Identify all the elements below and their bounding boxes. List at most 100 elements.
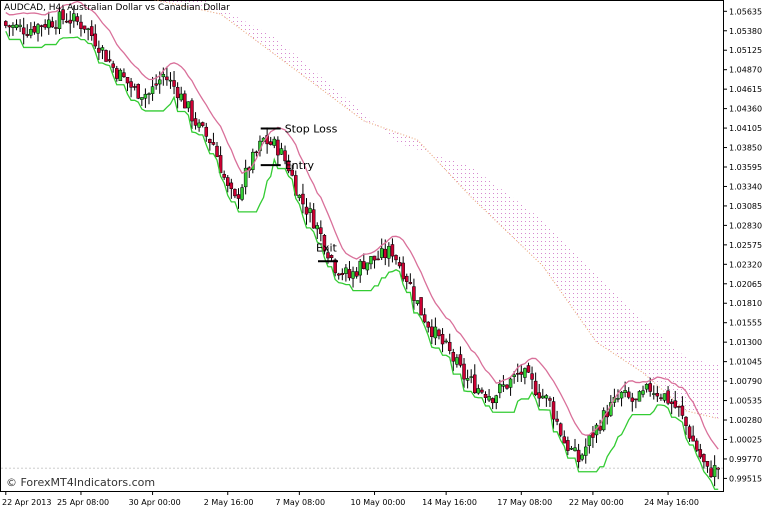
candle-body bbox=[86, 28, 90, 31]
candle bbox=[483, 391, 488, 403]
candle-body bbox=[369, 256, 373, 265]
candle-body bbox=[326, 252, 330, 259]
y-tick-label: 1.02575 bbox=[729, 241, 762, 250]
candle-body bbox=[376, 258, 380, 261]
candle-body bbox=[290, 169, 294, 176]
candle bbox=[712, 455, 717, 487]
candle-body bbox=[276, 139, 280, 156]
candle bbox=[290, 164, 294, 177]
candle-body bbox=[705, 461, 710, 467]
watermark: © ForexMT4Indicators.com bbox=[6, 476, 155, 489]
candle-body bbox=[666, 390, 670, 404]
candle-body bbox=[175, 86, 180, 99]
candle-body bbox=[18, 24, 22, 28]
y-axis: 1.05635 1.05380 1.05125 1.04870 1.04615 1.043… bbox=[1, 7, 762, 483]
candle-body bbox=[465, 378, 470, 381]
candle-body bbox=[304, 206, 309, 215]
candle-body bbox=[508, 378, 513, 388]
candle-body bbox=[362, 261, 366, 269]
candle-body bbox=[644, 383, 649, 390]
y-tick-label: 1.03085 bbox=[729, 202, 762, 211]
candle-body bbox=[687, 426, 692, 439]
candle-body bbox=[440, 334, 445, 345]
candle-body bbox=[222, 173, 226, 178]
candle-body bbox=[204, 126, 209, 137]
candle bbox=[501, 375, 506, 392]
candle bbox=[11, 22, 15, 36]
candle-body bbox=[43, 24, 47, 28]
candle-body bbox=[25, 34, 30, 36]
y-tick-label: 0.99770 bbox=[729, 455, 762, 464]
y-tick-label: 0.99515 bbox=[729, 474, 762, 483]
candle bbox=[29, 22, 33, 39]
candle-body bbox=[143, 93, 148, 99]
candle bbox=[562, 430, 567, 444]
candle-body bbox=[476, 388, 481, 394]
candle bbox=[50, 16, 55, 28]
x-tick-label: 25 Apr 08:00 bbox=[57, 498, 109, 507]
candle bbox=[136, 83, 140, 100]
y-tick-label: 1.04105 bbox=[729, 124, 762, 133]
candle-body bbox=[576, 449, 581, 463]
cloud-lower-edge bbox=[152, 0, 719, 419]
candle bbox=[240, 184, 244, 202]
candle-body bbox=[333, 259, 337, 274]
candle-body bbox=[533, 380, 538, 395]
candle-body bbox=[447, 341, 452, 351]
candle bbox=[254, 150, 259, 157]
candle bbox=[272, 136, 277, 149]
candle-body bbox=[311, 209, 316, 229]
candle-body bbox=[562, 436, 567, 444]
x-tick-label: 14 May 16:00 bbox=[422, 498, 477, 507]
candle bbox=[18, 19, 22, 32]
candle-body bbox=[47, 19, 51, 29]
candle-body bbox=[462, 363, 466, 380]
candle bbox=[537, 383, 541, 407]
candle-body bbox=[437, 329, 441, 337]
candle-body bbox=[379, 248, 384, 258]
y-tick-label: 1.02320 bbox=[729, 260, 762, 269]
candle bbox=[619, 391, 624, 407]
candle bbox=[433, 317, 438, 346]
candle bbox=[54, 20, 58, 35]
candle-body bbox=[444, 340, 448, 343]
candle-body bbox=[136, 84, 140, 99]
candle-body bbox=[129, 81, 133, 88]
candle-body bbox=[551, 401, 556, 420]
x-tick-label: 24 May 16:00 bbox=[644, 498, 699, 507]
y-tick-label: 1.01555 bbox=[729, 319, 762, 328]
candle-body bbox=[598, 425, 602, 431]
candle bbox=[462, 358, 466, 388]
candle-body bbox=[526, 365, 531, 373]
y-tick-label: 1.00790 bbox=[729, 377, 762, 386]
candle bbox=[208, 138, 212, 151]
candle bbox=[519, 364, 524, 382]
candle bbox=[229, 178, 234, 199]
ichimoku-cloud bbox=[155, 0, 719, 419]
candle bbox=[644, 383, 649, 393]
candle-body bbox=[469, 376, 473, 378]
candle-body bbox=[419, 297, 423, 316]
candle bbox=[709, 460, 713, 478]
candle-body bbox=[390, 244, 395, 257]
candle bbox=[662, 393, 667, 403]
candle-body bbox=[702, 454, 706, 463]
candle-body bbox=[501, 384, 506, 387]
candle bbox=[569, 445, 574, 451]
candle-body bbox=[115, 68, 119, 79]
candle bbox=[43, 19, 47, 30]
candle-body bbox=[75, 16, 80, 22]
candle-body bbox=[648, 383, 652, 392]
candle bbox=[86, 27, 90, 41]
candle bbox=[465, 369, 470, 389]
x-axis: 22 Apr 2013 25 Apr 08:00 30 Apr 00:00 2 May… bbox=[2, 491, 699, 507]
x-tick-label: 17 May 08:00 bbox=[497, 498, 552, 507]
candle bbox=[505, 384, 509, 390]
candle-body bbox=[584, 446, 588, 456]
candle-body bbox=[104, 50, 108, 62]
candle bbox=[72, 5, 76, 28]
y-tick-label: 1.03850 bbox=[729, 144, 762, 153]
candles bbox=[4, 4, 720, 487]
candle bbox=[25, 24, 30, 38]
